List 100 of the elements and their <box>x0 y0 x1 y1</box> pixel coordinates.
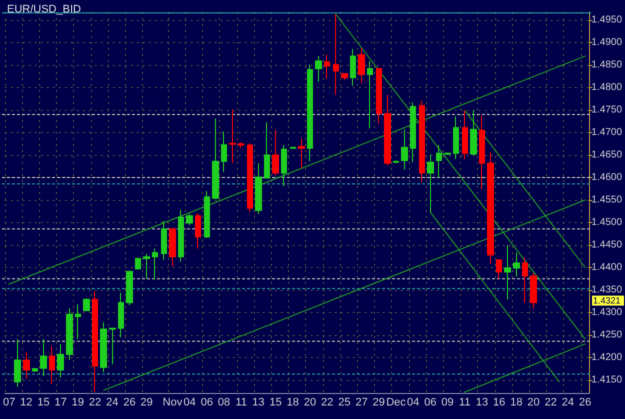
x-tick-label: 11 <box>236 396 247 408</box>
y-tick-label: 1.4150 <box>591 374 622 386</box>
text: 1.4321 <box>593 296 621 306</box>
candlestick <box>367 60 373 130</box>
candlestick <box>436 144 442 178</box>
candlestick <box>100 322 107 373</box>
x-tick-label: 27 <box>355 396 368 408</box>
candlestick <box>504 244 511 300</box>
candlestick <box>152 248 158 280</box>
candlestick <box>49 346 55 385</box>
x-tick-label: 25 <box>338 396 351 408</box>
x-tick-label: 08 <box>218 396 230 408</box>
y-tick-label: 1.4300 <box>591 306 622 318</box>
candlestick <box>358 47 365 84</box>
x-tick-label: 11 <box>459 396 470 408</box>
candlestick <box>522 257 528 304</box>
candlestick <box>14 338 21 388</box>
candlestick <box>23 352 30 380</box>
candlestick <box>419 100 425 183</box>
candlestick <box>135 257 141 270</box>
x-tick-label: 22 <box>544 396 557 408</box>
candlestick <box>272 130 279 176</box>
chart-title: EUR/USD_BID <box>7 4 82 16</box>
y-tick-label: 1.4450 <box>591 240 622 251</box>
candlestick <box>229 109 236 164</box>
candlestick <box>470 110 477 156</box>
candlestick <box>290 146 296 150</box>
candlestick <box>57 343 64 378</box>
x-tick-label: 29 <box>140 396 153 408</box>
y-tick-label: 1.4750 <box>591 104 622 116</box>
x-tick-label: 22 <box>321 396 334 408</box>
candlestick <box>513 252 520 277</box>
candlestick <box>530 272 537 309</box>
x-tick-label: 18 <box>510 396 522 408</box>
x-tick-label: 26 <box>123 396 136 408</box>
candlestick <box>178 209 184 262</box>
candlestick <box>315 56 322 82</box>
candlestick <box>350 48 356 86</box>
x-tick-label: 17 <box>54 396 67 408</box>
candlestick <box>75 304 81 340</box>
candlestick <box>384 94 391 166</box>
candlestick <box>32 367 38 372</box>
candlestick <box>264 122 270 179</box>
candlestick <box>195 212 201 250</box>
candlestick <box>444 152 451 156</box>
x-tick-label: 20 <box>304 396 316 408</box>
y-tick-label: 1.4900 <box>591 37 622 48</box>
x-tick-label: 13 <box>476 396 488 408</box>
x-tick-label: 12 <box>20 396 32 408</box>
candlestick <box>307 64 313 162</box>
candlestick <box>298 138 305 169</box>
candlestick <box>453 116 459 160</box>
candlestick <box>221 131 227 173</box>
x-tick-label: 18 <box>286 396 299 408</box>
candlestick <box>401 128 408 170</box>
candlestick <box>186 213 193 226</box>
x-tick-label: 24 <box>562 396 574 408</box>
candlestick <box>118 292 124 338</box>
y-tick-label: 1.4200 <box>591 352 622 363</box>
y-tick-label: 1.4850 <box>591 60 622 71</box>
x-tick-label: 15 <box>37 396 50 408</box>
candlestick <box>109 328 116 365</box>
candlestick <box>341 73 348 80</box>
candlestick <box>83 298 90 312</box>
candlestick <box>376 67 382 124</box>
candlestick <box>92 290 98 393</box>
x-tick-label: 22 <box>88 396 102 408</box>
x-tick-label: 04 <box>184 396 196 408</box>
x-tick-label: 15 <box>269 396 282 408</box>
candlestick <box>247 142 253 213</box>
x-tick-label: 19 <box>72 396 84 408</box>
x-tick-label: 16 <box>493 396 506 408</box>
y-tick-label: 1.4800 <box>591 82 622 94</box>
candlestick <box>238 142 244 149</box>
candlestick <box>333 14 339 96</box>
x-tick-label: 20 <box>527 396 540 408</box>
candlestick <box>462 110 468 160</box>
candlestick <box>487 152 494 264</box>
candlestick <box>255 162 262 214</box>
candlestick <box>40 338 47 376</box>
x-tick-label: 07 <box>2 396 16 408</box>
y-tick-label: 1.4650 <box>591 150 622 161</box>
candlestick <box>324 54 330 80</box>
candlestick <box>212 118 219 200</box>
candlestick <box>204 190 210 238</box>
candlestick <box>410 102 416 163</box>
x-tick-label: 26 <box>578 396 592 408</box>
y-tick-label: 1.4400 <box>591 262 622 273</box>
candlestick <box>281 144 287 187</box>
x-tick-label: 06 <box>424 396 436 408</box>
candlestick <box>479 114 485 190</box>
candlestick <box>143 254 150 280</box>
x-tick-label: Nov <box>162 396 183 408</box>
x-tick-label: 06 <box>200 396 213 408</box>
x-tick-label: Dec <box>386 396 406 408</box>
candlestick <box>161 220 167 260</box>
y-tick-label: 1.4950 <box>591 14 622 26</box>
y-tick-label: 1.4700 <box>591 127 622 138</box>
x-tick-label: 29 <box>372 396 385 408</box>
y-tick-label: 1.4350 <box>591 284 622 296</box>
